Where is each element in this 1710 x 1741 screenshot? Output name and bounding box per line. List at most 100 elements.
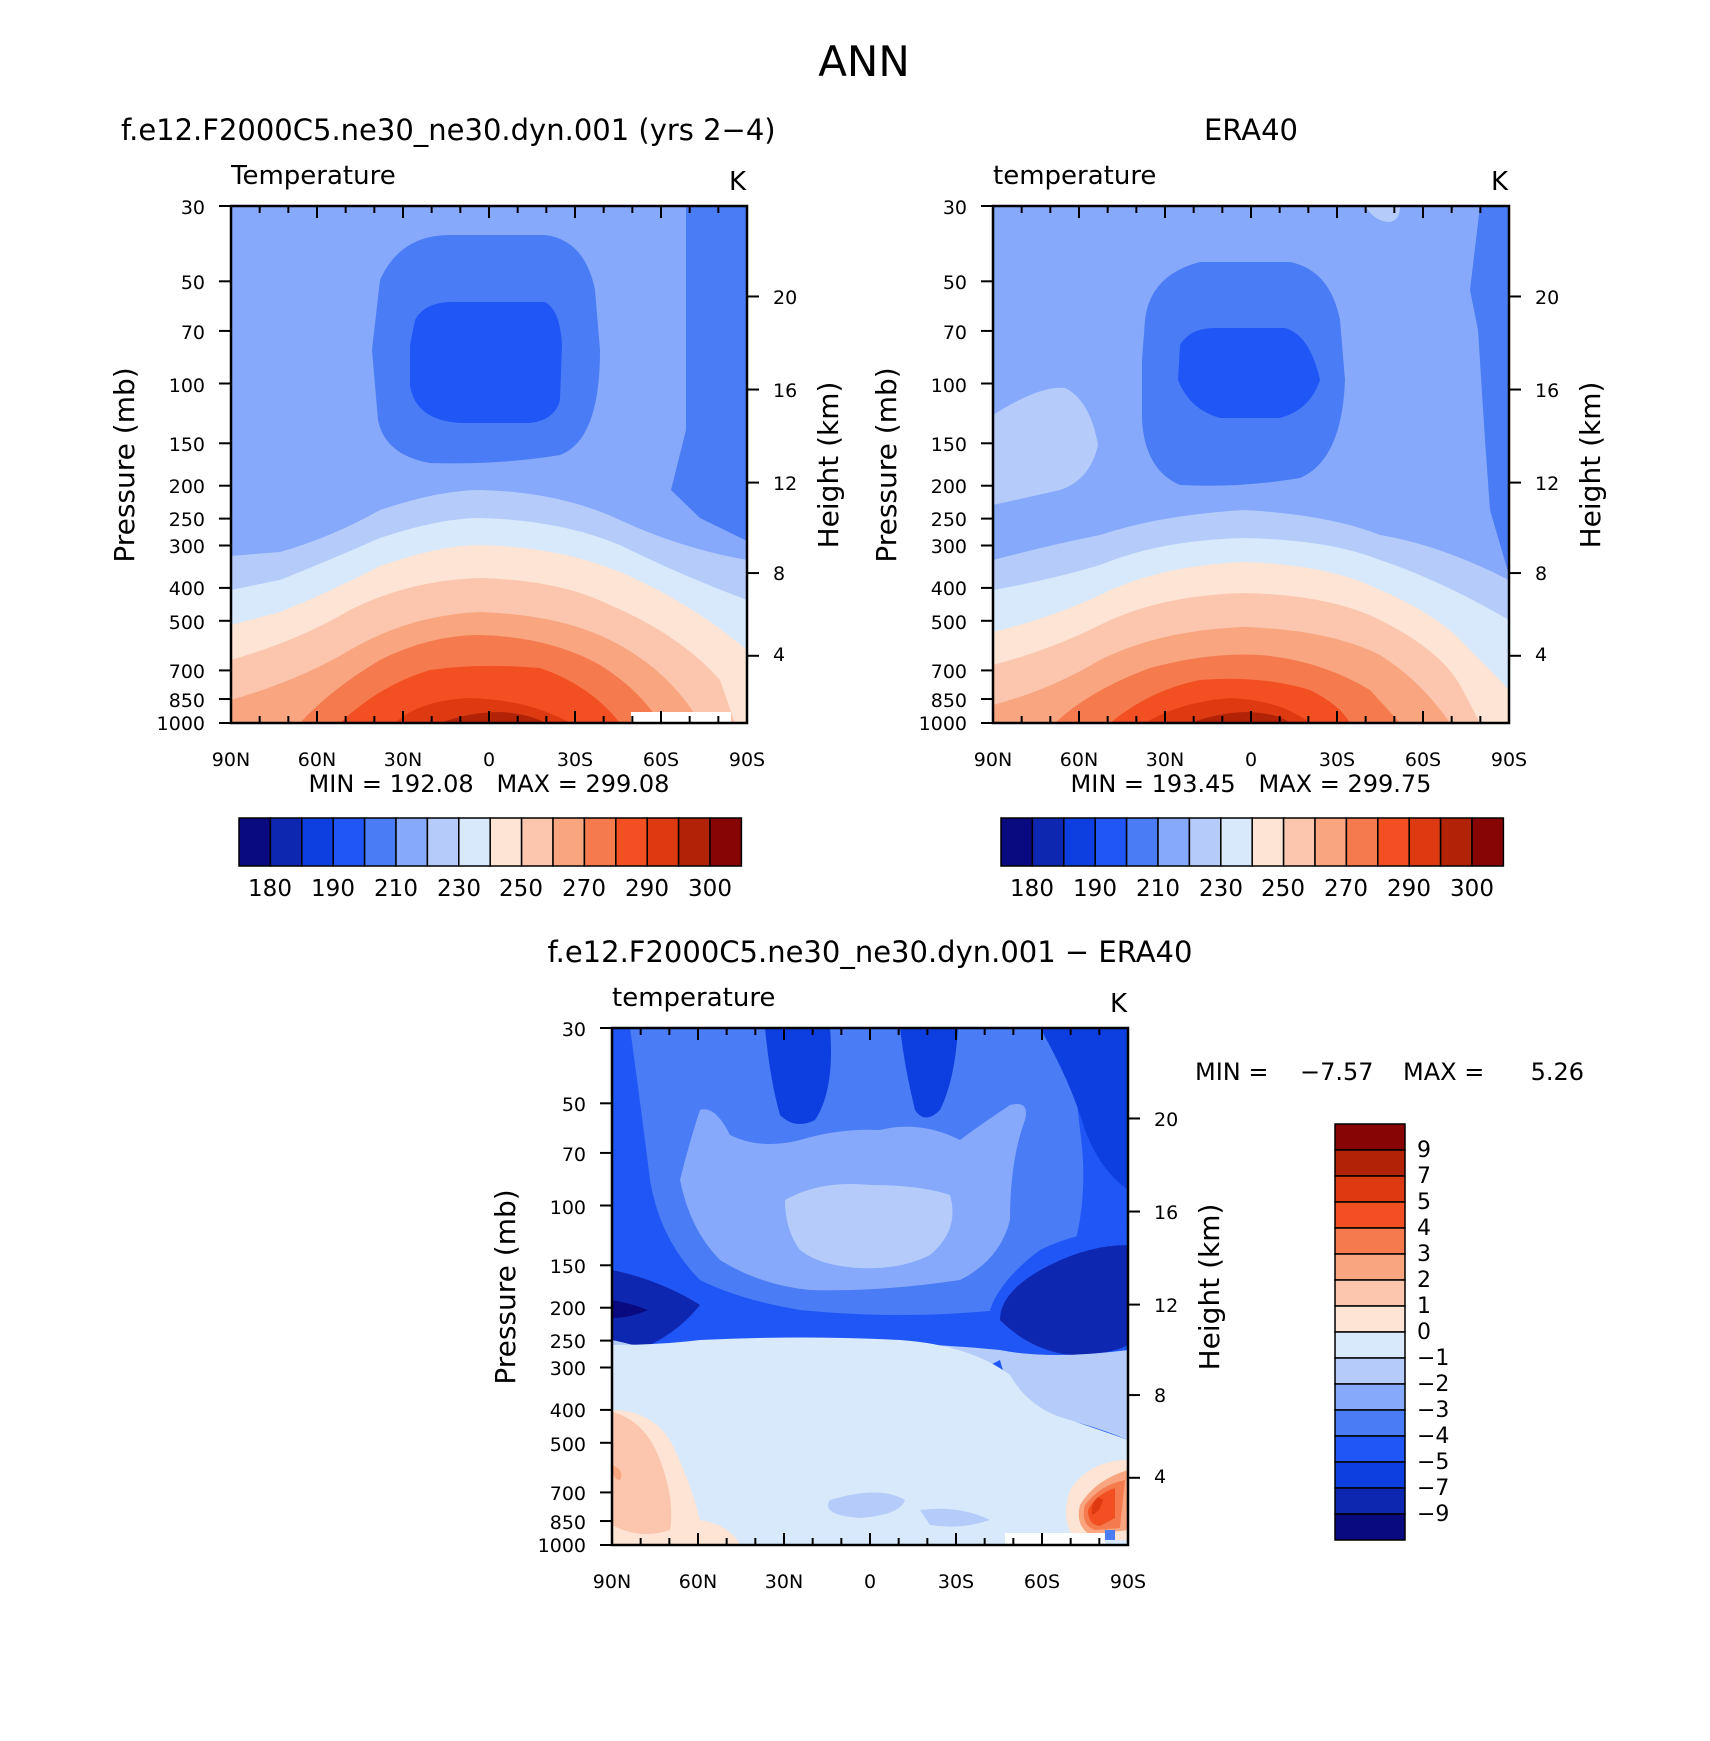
colorbar-label: −3: [1417, 1398, 1449, 1423]
x-tick-90s: 90S: [1110, 1571, 1146, 1593]
y2-axis-label: Height (km): [812, 382, 845, 549]
panel-era40-units: K: [1491, 167, 1509, 197]
main-title: ANN: [818, 37, 910, 86]
missing-data-patch: [631, 712, 731, 723]
colorbar-label: 2: [1417, 1268, 1431, 1293]
y-tick-850: 850: [550, 1512, 586, 1534]
x-tick-60s: 60S: [643, 749, 679, 771]
colorbar-label: 230: [437, 876, 481, 902]
y2-axis-label: Height (km): [1193, 1204, 1226, 1371]
colorbar-label: −1: [1417, 1346, 1449, 1371]
panel-difference: f.e12.F2000C5.ne30_ne30.dyn.001 − ERA40 …: [489, 935, 1584, 1593]
colorbar-label: −2: [1417, 1372, 1449, 1397]
y-tick-500: 500: [550, 1434, 586, 1456]
panel-model-contours: [231, 206, 747, 723]
panel-difference-units: K: [1110, 989, 1128, 1019]
y-tick-30: 30: [943, 197, 967, 219]
y-tick-700: 700: [931, 661, 967, 683]
y2-tick-4: 4: [773, 644, 785, 666]
panel-model-variable: Temperature: [230, 161, 396, 191]
colorbar-label: 190: [311, 876, 355, 902]
contour-band-polar-south: [671, 206, 747, 541]
y2-tick-20: 20: [1535, 287, 1559, 309]
y-tick-1000: 1000: [538, 1535, 586, 1557]
stats-min-value: −7.57: [1300, 1058, 1374, 1086]
y-tick-850: 850: [169, 690, 205, 712]
colorbar-label: 210: [374, 876, 418, 902]
panel-era40-contours: [993, 206, 1509, 723]
y-tick-50: 50: [943, 272, 967, 294]
y-tick-150: 150: [931, 434, 967, 456]
y2-tick-20: 20: [773, 287, 797, 309]
stats-min-label: MIN =: [1195, 1058, 1268, 1086]
colorbar-label: 270: [1324, 876, 1368, 902]
x-tick-30n: 30N: [384, 749, 422, 771]
colorbar-label: 7: [1417, 1164, 1431, 1189]
y-tick-250: 250: [550, 1331, 586, 1353]
colorbar-label: 270: [562, 876, 606, 902]
x-tick-60s: 60S: [1024, 1571, 1060, 1593]
panel-era40-stats: MIN = 193.45 MAX = 299.75: [1071, 770, 1432, 798]
y2-tick-8: 8: [773, 563, 785, 585]
x-tick-90s: 90S: [729, 749, 765, 771]
y-tick-150: 150: [169, 434, 205, 456]
y2-tick-4: 4: [1535, 644, 1547, 666]
y-tick-400: 400: [169, 578, 205, 600]
colorbar-label: −9: [1417, 1502, 1449, 1527]
y-tick-300: 300: [931, 536, 967, 558]
colorbar-label: 180: [1010, 876, 1054, 902]
y-tick-300: 300: [550, 1358, 586, 1380]
y2-tick-16: 16: [773, 380, 797, 402]
colorbar-label: 5: [1417, 1190, 1431, 1215]
panel-model-stats: MIN = 192.08 MAX = 299.08: [309, 770, 670, 798]
y2-tick-4: 4: [1154, 1466, 1166, 1488]
colorbar-label: −5: [1417, 1450, 1449, 1475]
panel-era40-title: ERA40: [1204, 113, 1298, 147]
x-tick-60n: 60N: [298, 749, 336, 771]
x-tick-30s: 30S: [1319, 749, 1355, 771]
y2-tick-16: 16: [1154, 1202, 1178, 1224]
panel-era40-variable: temperature: [993, 161, 1156, 191]
x-tick-60n: 60N: [679, 1571, 717, 1593]
colorbar-label: 300: [688, 876, 732, 902]
x-tick-90s: 90S: [1491, 749, 1527, 771]
colorbar-label: 180: [248, 876, 292, 902]
y-tick-70: 70: [181, 322, 205, 344]
colorbar-label: 250: [499, 876, 543, 902]
y-tick-150: 150: [550, 1256, 586, 1278]
colorbar-label: 300: [1450, 876, 1494, 902]
x-tick-90n: 90N: [974, 749, 1012, 771]
y-tick-250: 250: [169, 509, 205, 531]
y-tick-500: 500: [169, 612, 205, 634]
y-tick-200: 200: [931, 476, 967, 498]
colorbar-label: 290: [1387, 876, 1431, 902]
y-tick-250: 250: [931, 509, 967, 531]
panel-difference-contours: [612, 1028, 1128, 1545]
y-tick-400: 400: [550, 1400, 586, 1422]
x-tick-0: 0: [1245, 749, 1257, 771]
y-tick-700: 700: [550, 1483, 586, 1505]
y2-tick-12: 12: [1535, 473, 1559, 495]
y-axis-label: Pressure (mb): [108, 367, 141, 562]
x-tick-60n: 60N: [1060, 749, 1098, 771]
panel-model-title: f.e12.F2000C5.ne30_ne30.dyn.001 (yrs 2−4…: [121, 113, 776, 147]
y-tick-1000: 1000: [919, 713, 967, 735]
y-tick-200: 200: [550, 1298, 586, 1320]
y2-tick-20: 20: [1154, 1109, 1178, 1131]
colorbar-label: 3: [1417, 1242, 1431, 1267]
x-tick-90n: 90N: [212, 749, 250, 771]
panel-model-colorbar: 180 190 210 230 250 270 290 300: [238, 817, 743, 902]
colorbar-label: 190: [1073, 876, 1117, 902]
panel-model-units: K: [729, 167, 747, 197]
colorbar-label: 4: [1417, 1216, 1431, 1241]
y-tick-850: 850: [931, 690, 967, 712]
y2-axis-label: Height (km): [1574, 382, 1607, 549]
x-tick-30n: 30N: [765, 1571, 803, 1593]
panel-difference-title: f.e12.F2000C5.ne30_ne30.dyn.001 − ERA40: [548, 935, 1193, 969]
colorbar-label: 1: [1417, 1294, 1431, 1319]
colorbar-label: 210: [1136, 876, 1180, 902]
y-axis-label: Pressure (mb): [870, 367, 903, 562]
x-tick-60s: 60S: [1405, 749, 1441, 771]
y-tick-50: 50: [562, 1094, 586, 1116]
